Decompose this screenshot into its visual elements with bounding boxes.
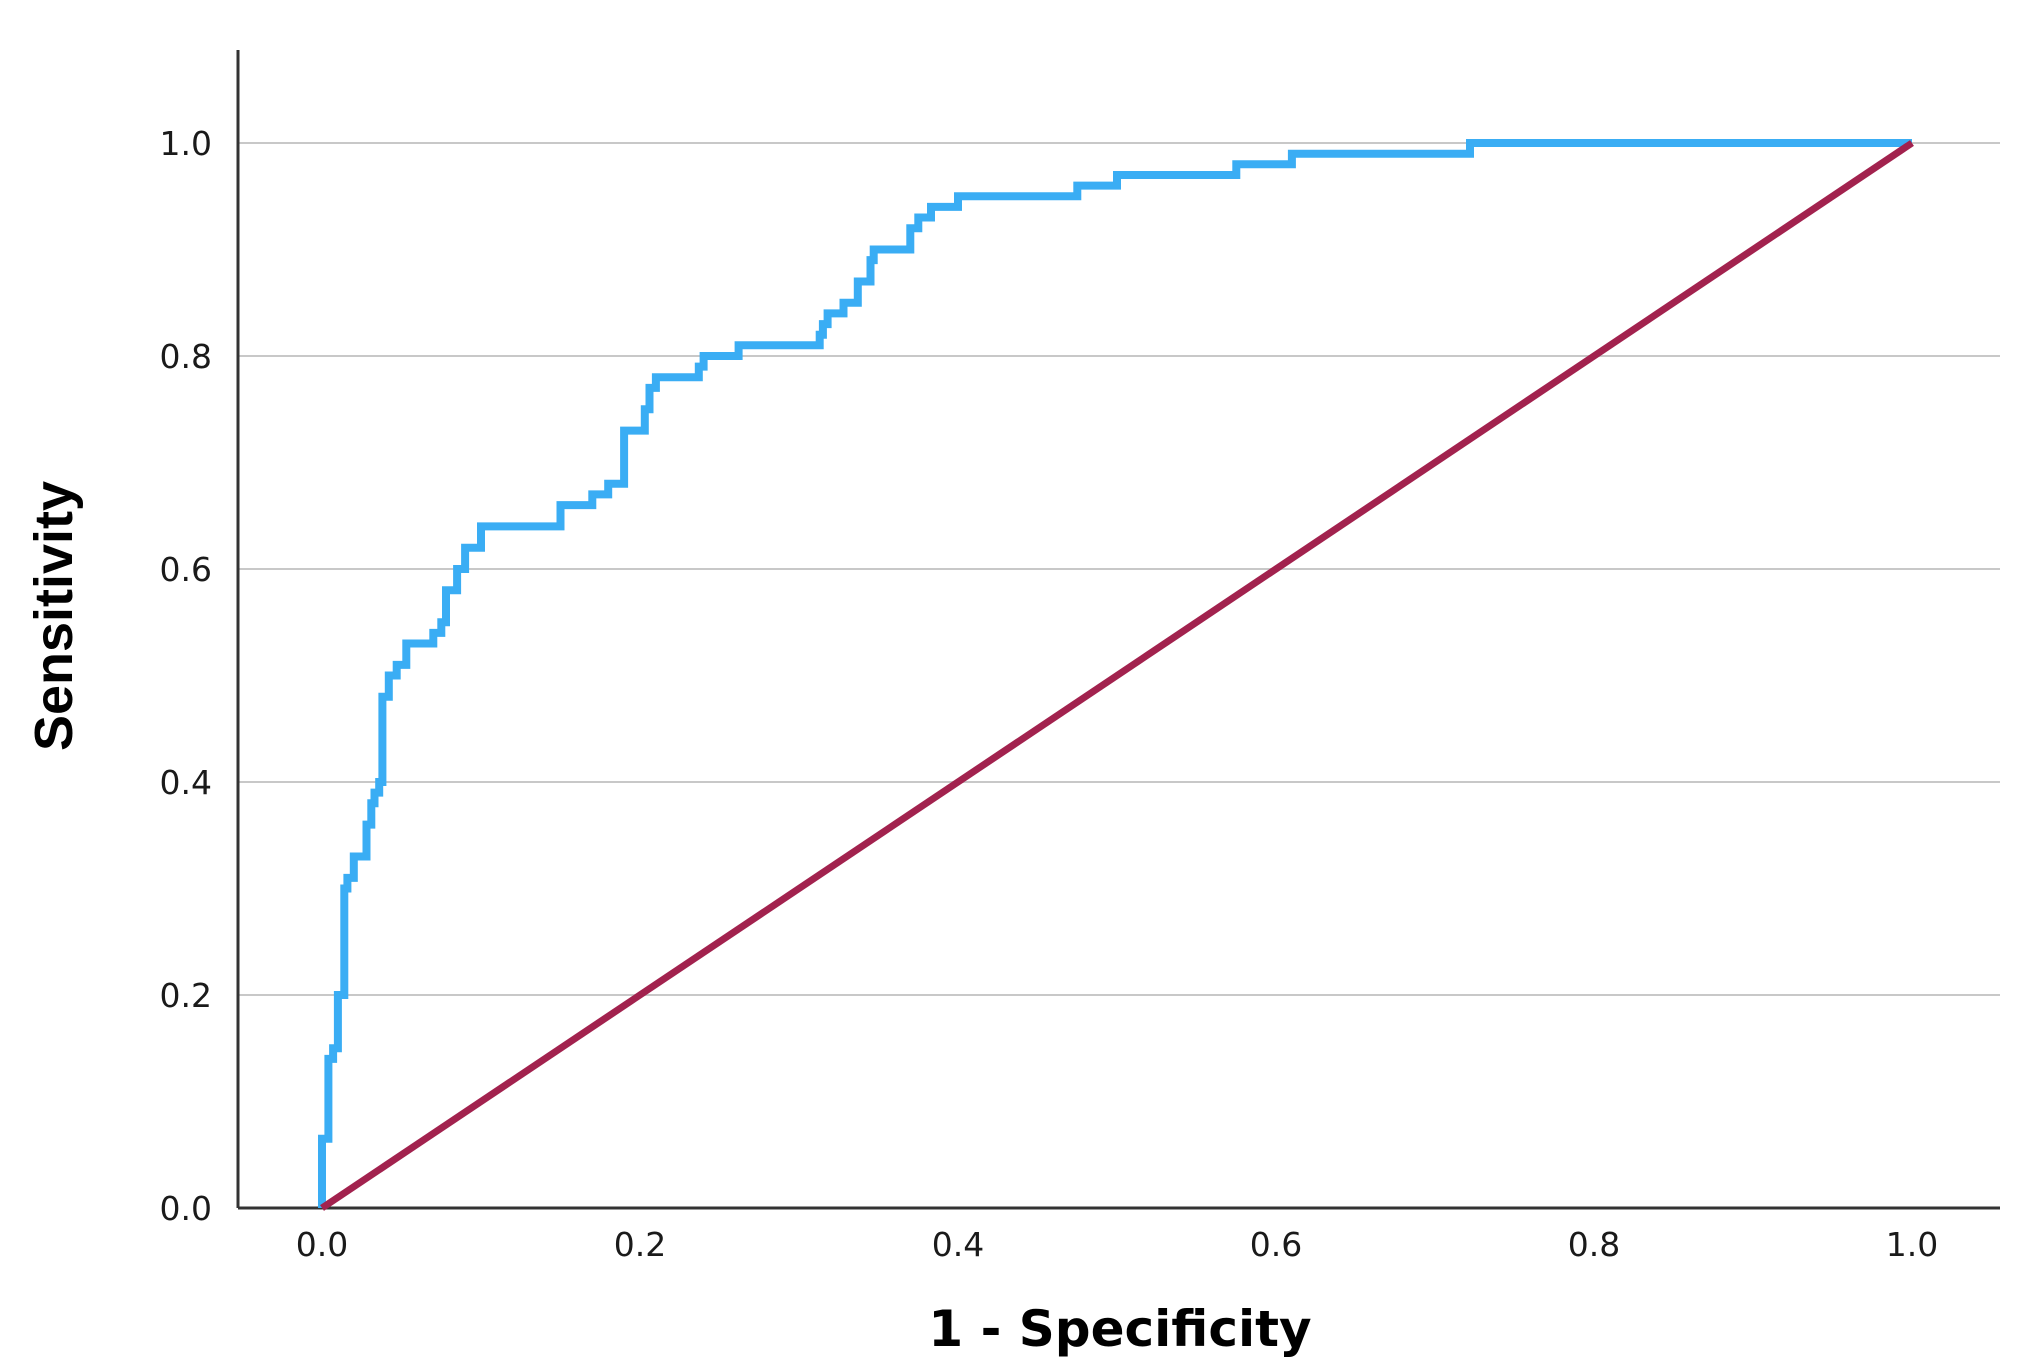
roc-curve-line	[318, 139, 1912, 1208]
x-tick-label: 0.4	[932, 1225, 984, 1264]
x-tick-label: 0.6	[1250, 1225, 1302, 1264]
y-tick-label: 0.0	[160, 1189, 212, 1228]
y-tick-label: 0.2	[160, 976, 212, 1015]
y-tick-label: 0.8	[160, 337, 212, 376]
y-tick-label: 0.6	[160, 550, 212, 589]
y-tick-label: 0.4	[160, 763, 212, 802]
series	[318, 139, 1914, 1211]
axes	[236, 50, 2000, 1210]
gridlines	[238, 142, 2000, 996]
x-tick-label: 0.2	[614, 1225, 666, 1264]
x-tick-label: 0.0	[296, 1225, 348, 1264]
y-axis-title: Sensitivity	[24, 481, 84, 751]
tick-labels: 0.0 0.2 0.4 0.6 0.8 1.0 0.0 0.2 0.4 0.6 0.8 1.0	[160, 124, 1939, 1264]
reference-diagonal-line	[320, 140, 1914, 1211]
x-tick-label: 0.8	[1568, 1225, 1620, 1264]
x-axis-title: 1 - Specificity	[928, 1300, 1311, 1358]
x-tick-label: 1.0	[1886, 1225, 1938, 1264]
y-tick-label: 1.0	[160, 124, 212, 163]
